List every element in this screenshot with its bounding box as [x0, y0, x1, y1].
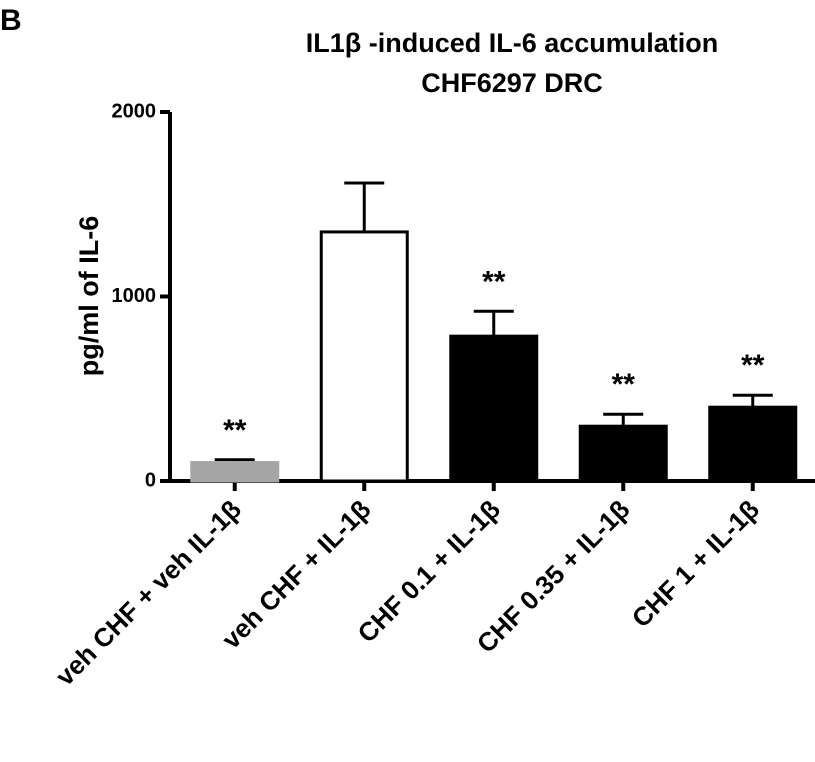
y-tick-label: 1000 [112, 285, 157, 307]
panel-label: B [0, 4, 22, 37]
y-tick-label: 0 [145, 469, 156, 491]
x-tick-label: veh CHF + veh IL-1β [50, 494, 247, 691]
y-tick-label: 2000 [112, 100, 157, 122]
bar [578, 424, 668, 483]
annotation: ** [482, 265, 506, 298]
chart-title: IL1β -induced IL-6 accumulation [306, 28, 719, 58]
bar [449, 334, 539, 483]
bar [319, 230, 409, 483]
chart-title: CHF6297 DRC [421, 68, 603, 98]
bar [708, 405, 798, 483]
bar [190, 461, 280, 483]
x-tick-label: CHF 1 + IL-1β [626, 494, 765, 633]
annotation: ** [741, 349, 765, 382]
annotation: ** [612, 368, 636, 401]
annotation: ** [223, 414, 247, 447]
y-axis-label: pg/ml of IL-6 [74, 216, 104, 376]
